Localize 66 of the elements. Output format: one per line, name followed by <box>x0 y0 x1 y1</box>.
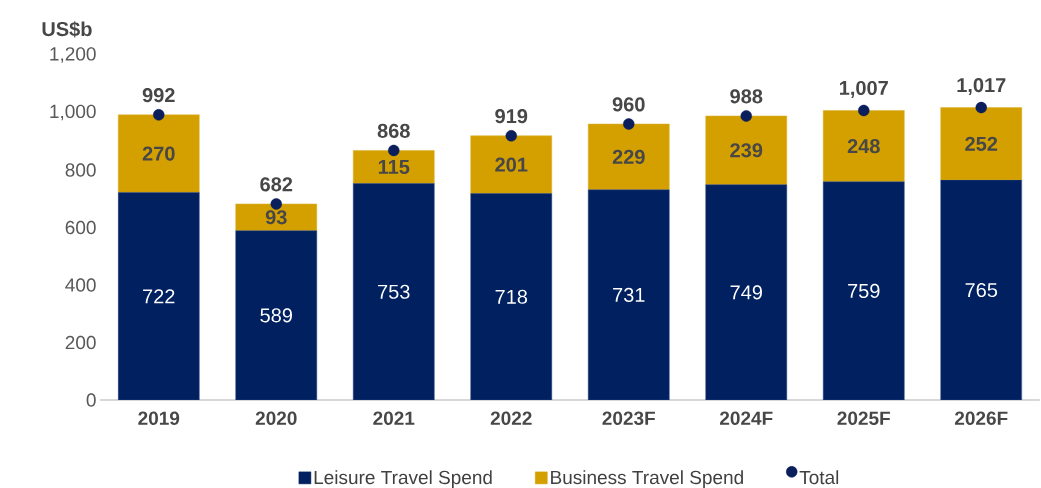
x-tick-label: 2019 <box>138 411 180 425</box>
x-tick-label: 2020 <box>255 411 297 425</box>
bar <box>235 203 318 231</box>
data-label: 1,007 <box>839 80 888 98</box>
point <box>858 104 870 117</box>
x-tick-label: 2025F <box>837 411 890 425</box>
legend-label: Business Travel Spend <box>551 470 743 488</box>
bar <box>705 115 788 185</box>
x-tick-label: 2026F <box>954 411 1008 425</box>
y-tick-label: 800 <box>65 163 96 177</box>
data-label: 115 <box>378 160 410 174</box>
data-label: 919 <box>495 109 528 124</box>
point <box>975 101 987 114</box>
data-label: 239 <box>730 143 763 158</box>
data-label: 753 <box>378 284 410 299</box>
data-label: 731 <box>613 287 645 302</box>
point <box>270 198 282 210</box>
y-axis-title: US$b <box>42 21 92 38</box>
data-label: 229 <box>612 149 645 164</box>
y-tick-label: 200 <box>65 335 96 350</box>
y-tick-label: 0 <box>86 393 96 407</box>
data-label: 765 <box>965 282 998 298</box>
bar <box>940 107 1023 181</box>
x-tick-label: 2024F <box>719 411 773 425</box>
data-label: 759 <box>848 283 880 298</box>
legend-label: Total <box>799 470 839 485</box>
data-label: 868 <box>377 123 410 138</box>
bar <box>470 135 553 194</box>
x-tick-label: 2022 <box>490 411 532 425</box>
point <box>623 118 635 130</box>
point <box>740 110 752 122</box>
data-label: 718 <box>495 289 528 304</box>
data-label: 992 <box>142 88 175 103</box>
data-label: 270 <box>142 146 175 161</box>
data-label: 1,017 <box>957 78 1006 96</box>
data-label: 682 <box>260 177 293 192</box>
y-tick-label: 600 <box>65 220 96 235</box>
legend-label: Leisure Travel Spend <box>314 470 492 488</box>
y-tick-label: 400 <box>65 278 96 292</box>
data-label: 252 <box>965 136 998 151</box>
data-label: 722 <box>143 289 175 304</box>
data-label: 201 <box>495 157 528 172</box>
bar <box>940 179 1023 400</box>
bar <box>705 184 788 400</box>
bar <box>822 110 905 183</box>
y-tick-label: 1,000 <box>50 104 96 121</box>
bar <box>117 192 200 400</box>
y-tick-label: 1,200 <box>50 47 96 63</box>
bar <box>235 230 318 400</box>
point <box>388 144 400 157</box>
bar <box>117 114 200 193</box>
point <box>153 109 165 121</box>
point <box>505 130 517 142</box>
x-tick-label: 2023F <box>602 411 655 426</box>
data-label: 589 <box>260 308 292 323</box>
bar <box>587 189 670 400</box>
bar <box>822 181 905 400</box>
bar <box>587 123 670 191</box>
data-label: 988 <box>730 89 763 104</box>
data-label: 749 <box>730 285 762 300</box>
bar <box>352 183 435 400</box>
x-tick-label: 2021 <box>373 411 415 425</box>
bar <box>470 193 553 400</box>
data-label: 248 <box>847 139 880 154</box>
data-label: 960 <box>612 97 645 112</box>
data-label: 93 <box>265 210 287 225</box>
